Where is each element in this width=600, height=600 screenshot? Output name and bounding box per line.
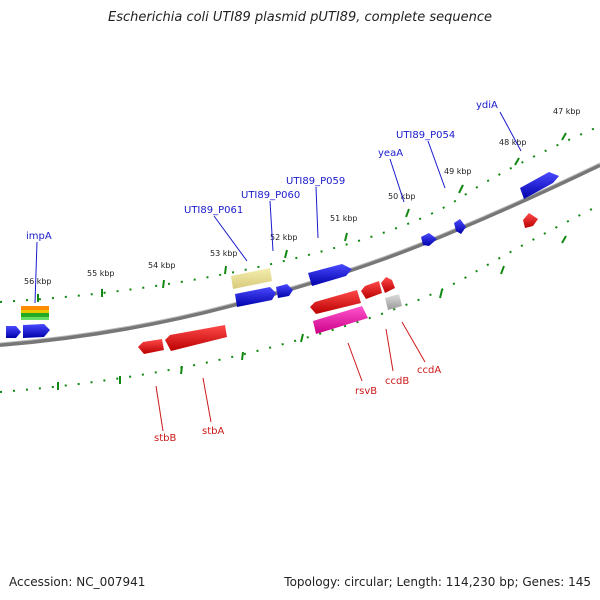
gene-arrow — [276, 284, 293, 298]
gene-arrow — [421, 233, 437, 246]
gene-arrow — [523, 213, 538, 228]
gene-arrow — [235, 287, 276, 307]
gene-arrow — [165, 325, 227, 351]
outer-major-ticks — [37, 132, 567, 302]
kbp-label: 49 kbp — [444, 167, 472, 176]
reverse-genes — [138, 277, 402, 354]
inner-major-ticks — [57, 235, 567, 390]
gene-label-ccdB: ccdB — [385, 376, 409, 387]
kbp-label: 47 kbp — [553, 107, 581, 116]
inner-tick-ring — [0, 204, 600, 393]
gene-label-UTI89_P054: UTI89_P054 — [396, 130, 455, 141]
kbp-label: 55 kbp — [87, 269, 115, 278]
gene-arrow — [381, 277, 395, 293]
forward-label-leaders — [34, 111, 522, 304]
reverse-label-leaders — [155, 321, 426, 432]
gene-label-UTI89_P061: UTI89_P061 — [184, 205, 243, 216]
outer-tick-ring — [0, 125, 600, 303]
gene-impA-bar — [21, 313, 49, 317]
gene-label-stbA: stbA — [202, 426, 224, 437]
gene-block — [385, 294, 402, 310]
forward-genes — [6, 172, 559, 338]
reverse-gene-labels: stbB stbA rsvB ccdB ccdA — [154, 365, 441, 444]
forward-gene-labels: impA UTI89_P061 UTI89_P060 UTI89_P059 ye… — [26, 100, 498, 242]
kbp-label: 48 kbp — [499, 138, 527, 147]
kbp-label: 54 kbp — [148, 261, 176, 270]
map-title: Escherichia coli UTI89 plasmid pUTI89, c… — [108, 10, 492, 25]
gene-arrow — [6, 326, 21, 338]
topology-summary: Topology: circular; Length: 114,230 bp; … — [284, 575, 591, 589]
gene-arrow — [310, 290, 361, 314]
gene-arrow — [454, 219, 466, 234]
gene-label-impA: impA — [26, 231, 52, 242]
gene-arrow — [138, 339, 164, 354]
gene-label-yeaA: yeaA — [378, 148, 403, 159]
gene-label-ydiA: ydiA — [476, 100, 498, 111]
gene-arrow — [313, 306, 368, 334]
gene-label-UTI89_P060: UTI89_P060 — [241, 190, 300, 201]
gene-label-rsvB: rsvB — [355, 386, 377, 397]
gene-arrow — [361, 281, 382, 299]
gene-arrow — [308, 264, 352, 286]
kbp-scale-labels: 56 kbp 55 kbp 54 kbp 53 kbp 52 kbp 51 kb… — [24, 107, 581, 286]
gene-label-UTI89_P059: UTI89_P059 — [286, 176, 345, 187]
gene-impA-bar — [21, 310, 49, 313]
gene-block — [231, 268, 272, 289]
gene-arrow — [520, 172, 559, 199]
kbp-label: 51 kbp — [330, 214, 358, 223]
gene-impA-bar — [21, 317, 49, 320]
gene-arrow — [23, 324, 50, 338]
kbp-label: 52 kbp — [270, 233, 298, 242]
gene-impA-bar — [21, 306, 49, 310]
gene-label-ccdA: ccdA — [417, 365, 441, 376]
accession-text: Accession: NC_007941 — [9, 575, 146, 589]
gene-label-stbB: stbB — [154, 433, 176, 444]
kbp-label: 56 kbp — [24, 277, 52, 286]
kbp-label: 53 kbp — [210, 249, 238, 258]
